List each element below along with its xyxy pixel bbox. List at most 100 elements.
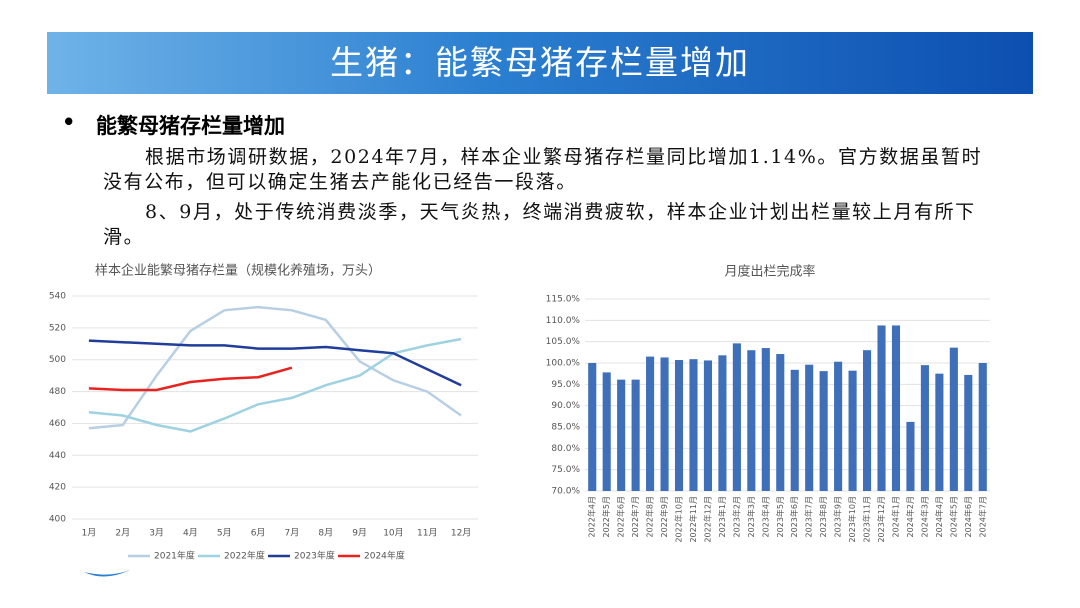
x-tick-label: 2024年6月 — [963, 496, 973, 537]
x-tick-label: 2022年8月 — [645, 496, 655, 537]
x-tick-label: 2023年3月 — [746, 496, 756, 537]
bar — [819, 371, 828, 491]
legend-label: 2023年度 — [294, 550, 335, 562]
series-line — [88, 337, 462, 433]
bar — [703, 360, 712, 491]
bar — [732, 343, 741, 491]
bar — [848, 370, 857, 491]
x-tick-label: 10月 — [383, 528, 403, 539]
bar — [906, 421, 915, 491]
bar — [747, 350, 756, 491]
x-tick-label: 2023年12月 — [876, 496, 886, 543]
x-tick-label: 2023年11月 — [862, 496, 872, 543]
x-tick-label: 4月 — [183, 528, 198, 539]
series-line — [88, 366, 293, 392]
y-tick-label: 85.0% — [551, 423, 580, 433]
x-tick-label: 11月 — [417, 528, 437, 539]
bar — [805, 364, 814, 491]
bar — [863, 350, 872, 491]
bar — [964, 374, 973, 491]
bar — [949, 347, 958, 491]
bar — [790, 369, 799, 491]
legend-label: 2022年度 — [224, 550, 265, 562]
x-tick-label: 2024年2月 — [905, 496, 915, 537]
bar — [602, 372, 611, 491]
x-tick-label: 3月 — [149, 528, 164, 539]
series-line — [88, 305, 462, 430]
bar — [978, 363, 987, 491]
x-tick-label: 2024年3月 — [919, 496, 929, 537]
x-tick-label: 2022年11月 — [688, 496, 698, 543]
bar — [689, 359, 698, 491]
x-tick-label: 2023年10月 — [847, 496, 857, 543]
x-tick-label: 2022年9月 — [659, 496, 669, 537]
x-tick-label: 8月 — [318, 528, 333, 539]
chart-title: 样本企业能繁母猪存栏量（规模化养殖场，万头） — [95, 263, 381, 279]
x-tick-label: 2022年6月 — [616, 496, 626, 537]
x-tick-label: 7月 — [285, 528, 300, 539]
x-tick-label: 2024年1月 — [890, 496, 900, 537]
bar — [834, 361, 843, 491]
paragraph: 根据市场调研数据，2024年7月，样本企业繁母猪存栏量同比增加1.14%。官方数… — [103, 146, 983, 193]
paragraph: 8、9月，处于传统消费淡季，天气炎热，终端消费疲软，样本企业计划出栏量较上月有所… — [103, 201, 976, 248]
bar — [891, 325, 901, 491]
y-tick-label: 460 — [49, 419, 66, 429]
bar — [660, 357, 669, 491]
y-tick-label: 540 — [49, 292, 66, 302]
x-tick-label: 2023年6月 — [789, 496, 799, 537]
y-tick-label: 400 — [49, 515, 66, 525]
bar — [646, 356, 655, 491]
x-tick-label: 2023年7月 — [804, 496, 814, 537]
y-tick-label: 500 — [49, 355, 66, 365]
chart-title: 月度出栏完成率 — [724, 264, 815, 280]
x-tick-label: 2023年9月 — [833, 496, 843, 537]
x-tick-label: 9月 — [352, 528, 367, 539]
series-line — [88, 339, 462, 387]
y-tick-label: 110.0% — [546, 316, 581, 326]
decoration — [84, 570, 130, 577]
y-tick-label: 70.0% — [551, 487, 580, 497]
y-tick-label: 80.0% — [551, 444, 580, 454]
y-tick-label: 480 — [49, 387, 66, 397]
y-tick-label: 440 — [49, 451, 66, 461]
x-tick-label: 1月 — [82, 528, 97, 539]
bar — [718, 355, 727, 491]
x-tick-label: 2023年8月 — [818, 496, 828, 537]
slide-title: 生猪：能繁母猪存栏量增加 — [330, 43, 750, 82]
legend-label: 2021年度 — [154, 550, 195, 562]
y-tick-label: 90.0% — [551, 401, 580, 411]
x-tick-label: 2023年5月 — [775, 496, 785, 537]
y-tick-label: 115.0% — [546, 295, 581, 305]
x-tick-label: 2023年4月 — [760, 496, 770, 537]
x-tick-label: 2022年12月 — [702, 496, 712, 543]
x-tick-label: 2024年4月 — [934, 496, 944, 537]
x-tick-label: 2023年1月 — [717, 496, 727, 537]
y-tick-label: 420 — [49, 483, 66, 493]
bar — [631, 379, 640, 491]
x-tick-label: 2023年2月 — [731, 496, 741, 537]
bar — [617, 379, 626, 491]
x-tick-label: 2022年5月 — [601, 496, 611, 537]
y-tick-label: 105.0% — [546, 337, 581, 347]
x-tick-label: 2022年10月 — [674, 496, 684, 543]
y-tick-label: 75.0% — [551, 465, 580, 475]
x-tick-label: 2022年4月 — [587, 496, 597, 537]
y-tick-label: 520 — [49, 323, 66, 333]
bar — [877, 325, 886, 491]
bar — [935, 373, 944, 491]
header-banner: 生猪：能繁母猪存栏量增加 — [47, 32, 1033, 94]
legend-label: 2024年度 — [364, 550, 405, 562]
bar — [588, 363, 597, 491]
x-tick-label: 12月 — [451, 528, 471, 539]
bar — [761, 348, 770, 491]
bullet-dot: • — [62, 110, 76, 134]
x-tick-label: 2022年7月 — [630, 496, 640, 537]
x-tick-label: 2024年7月 — [977, 496, 987, 537]
bar — [776, 354, 785, 491]
x-tick-label: 2024年5月 — [948, 496, 958, 537]
bar — [920, 365, 929, 491]
x-tick-label: 2月 — [115, 528, 130, 539]
y-tick-label: 95.0% — [551, 380, 580, 390]
